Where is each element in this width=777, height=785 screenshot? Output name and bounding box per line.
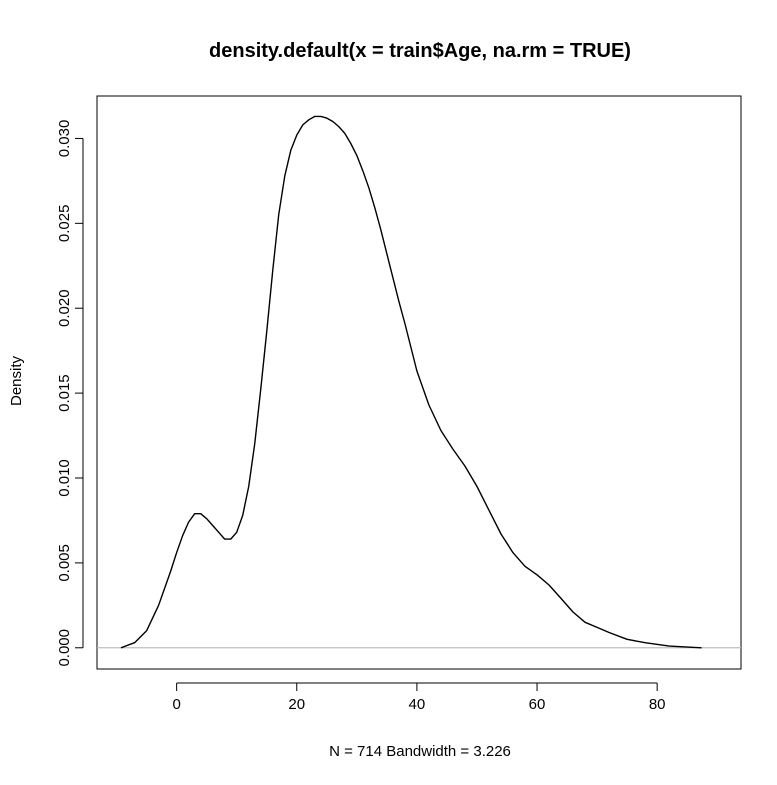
x-axis: 0 20 40 60 80 [172,682,666,713]
x-tick-label: 40 [409,696,426,713]
x-tick-label: 60 [529,696,546,713]
y-axis-label: Density [8,355,25,406]
density-curve [120,115,702,649]
plot-frame [96,95,742,670]
y-axis: 0.000 0.005 0.010 0.015 0.020 0.025 0.030 [56,120,84,667]
x-axis-label: N = 714 Bandwidth = 3.226 [329,743,511,760]
chart-title: density.default(x = train$Age, na.rm = T… [209,40,631,62]
y-tick-label: 0.005 [56,544,73,582]
y-tick-label: 0.000 [56,629,73,667]
y-tick-label: 0.020 [56,289,73,327]
x-tick-label: 20 [288,696,305,713]
x-tick-label: 0 [172,696,180,713]
y-tick-label: 0.010 [56,459,73,497]
y-tick-label: 0.025 [56,205,73,243]
y-tick-label: 0.030 [56,120,73,158]
y-tick-label: 0.015 [56,374,73,412]
x-tick-label: 80 [649,696,666,713]
